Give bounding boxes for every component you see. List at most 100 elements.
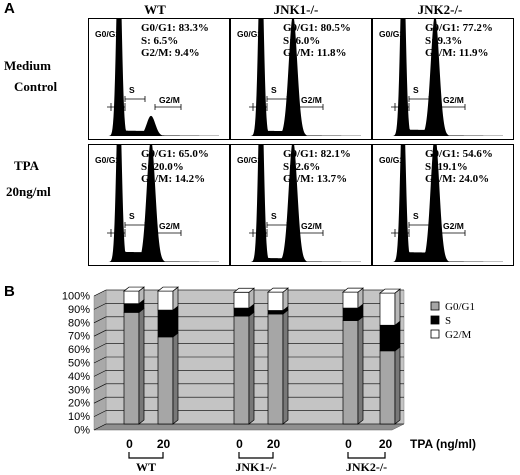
group-label: WT (136, 460, 156, 474)
legend-label: G0/G1 (445, 301, 475, 313)
bar-segment-side (172, 305, 179, 338)
cell-cycle-stats: G0/G1: 77.2% S: 9.3% G2/M: 11.9% (425, 22, 493, 60)
bar-segment (342, 307, 359, 321)
column-header-wt: WT (144, 2, 166, 17)
bar-top (379, 288, 401, 294)
stat-s: S: 19.1% (425, 160, 468, 173)
stat-g0g1: G0/G1: 54.6% (425, 148, 493, 160)
x-tick-label: 20 (379, 437, 393, 451)
bar-segment (379, 350, 396, 425)
bar-segment (123, 303, 140, 313)
s-phase-label: S (129, 211, 135, 221)
gridline-side (93, 303, 107, 310)
histogram-panel: G0/G1 S G2/M G0/G1: 80.5% S: 6.0% G2/M: 11.8% (230, 18, 372, 140)
s-phase-label: S (271, 85, 277, 95)
bar-segment (342, 320, 359, 425)
legend-swatch (430, 301, 440, 311)
g2m-phase-label: G2/M (443, 95, 464, 105)
dna-content-histogram (385, 145, 503, 262)
stat-g2m: G2/M: 11.9% (425, 47, 489, 59)
y-tick-label: 80% (68, 317, 90, 329)
g0g1-peak-label: G0/G1 (379, 155, 405, 165)
dna-content-histogram (243, 145, 361, 262)
legend-label: G2/M (445, 329, 472, 341)
bar-segment (123, 312, 140, 425)
bar-segment (379, 324, 396, 352)
column-header-jnk1: JNK1-/- (273, 2, 319, 17)
bar-segment (233, 291, 250, 309)
group-label: JNK1-/- (235, 460, 276, 474)
dna-content-histogram (385, 19, 503, 136)
g0g1-peak-label: G0/G1 (95, 155, 121, 165)
y-tick-label: 20% (68, 398, 90, 410)
group-bracket (128, 452, 164, 459)
g0g1-peak-label: G0/G1 (95, 29, 121, 39)
s-phase-label: S (413, 211, 419, 221)
x-tick-label: 20 (157, 437, 171, 451)
y-tick-label: 30% (68, 384, 90, 396)
g2m-phase-label: G2/M (301, 221, 322, 231)
group-bracket (238, 452, 274, 459)
dna-content-histogram (101, 19, 219, 136)
y-tick-label: 0% (74, 425, 90, 437)
x-tick-label: 0 (126, 437, 133, 451)
dna-content-histogram (101, 145, 219, 262)
group-label: JNK2-/- (346, 460, 387, 474)
legend-label: S (445, 315, 451, 327)
g2m-phase-label: G2/M (301, 95, 322, 105)
histogram-panel: G0/G1 S G2/M G0/G1: 77.2% S: 9.3% G2/M: 11.9% (372, 18, 514, 140)
legend-swatch (430, 315, 440, 325)
x-axis-title: TPA (ng/ml) (410, 437, 476, 451)
column-header-jnk2: JNK2-/- (417, 2, 463, 17)
stat-s: S: 20.0% (141, 160, 184, 173)
stat-g0g1: G0/G1: 82.1% (283, 148, 351, 160)
gridline-side (93, 423, 107, 431)
x-tick-label: 0 (345, 437, 352, 451)
y-tick-label: 50% (68, 358, 90, 370)
s-phase-label: S (129, 85, 135, 95)
bar-segment (123, 290, 140, 305)
stat-g2m: G2/M: 13.7% (283, 173, 348, 185)
bar-segment (267, 313, 284, 425)
bar-segment-side (394, 320, 401, 352)
legend-swatch (430, 329, 440, 339)
gridline-side (93, 370, 107, 377)
histogram-panel: G0/G1 S G2/M G0/G1: 54.6% S: 19.1% G2/M: 24.0… (372, 144, 514, 266)
stat-g2m: G2/M: 11.8% (283, 47, 347, 59)
gridline-side (93, 410, 107, 417)
g2m-phase-label: G2/M (443, 221, 464, 231)
bar-segment (157, 309, 174, 338)
x-tick-label: 20 (267, 437, 281, 451)
bar-segment-side (357, 315, 364, 425)
y-tick-label: 70% (68, 331, 90, 343)
cell-cycle-stats: G0/G1: 83.3% S: 6.5% G2/M: 9.4% (141, 22, 209, 60)
y-tick-label: 100% (62, 291, 90, 303)
y-tick-label: 90% (68, 304, 90, 316)
bar-segment (267, 310, 284, 315)
stat-s: S: 2.6% (283, 160, 321, 173)
stat-g2m: G2/M: 9.4% (141, 47, 200, 59)
bar-segment (233, 315, 250, 425)
stat-g0g1: G0/G1: 77.2% (425, 22, 493, 34)
y-tick-label: 60% (68, 344, 90, 356)
stat-g0g1: G0/G1: 83.3% (141, 22, 209, 34)
cell-cycle-stats: G0/G1: 54.6% S: 19.1% G2/M: 24.0% (425, 148, 493, 186)
bar-segment-side (138, 307, 145, 425)
row-label-tpa: TPA (14, 158, 40, 173)
group-bracket (347, 452, 386, 459)
panel-b-letter: B (4, 283, 15, 300)
row-label-control: Control (14, 79, 58, 94)
gridline-side (93, 316, 107, 324)
gridline-side (93, 329, 107, 337)
row-label-medium: Medium (4, 58, 51, 73)
bar-segment (379, 292, 396, 326)
bar-segment (342, 291, 359, 309)
panel-a-letter: A (4, 0, 15, 17)
bar-segment (157, 336, 174, 425)
bar-top (123, 286, 145, 292)
gridline-side (93, 356, 107, 364)
stat-g2m: G2/M: 14.2% (141, 173, 206, 185)
bar-segment-side (248, 311, 255, 425)
histogram-panel: G0/G1 S G2/M G0/G1: 83.3% S: 6.5% G2/M: 9.4% (88, 18, 230, 140)
s-phase-label: S (271, 211, 277, 221)
